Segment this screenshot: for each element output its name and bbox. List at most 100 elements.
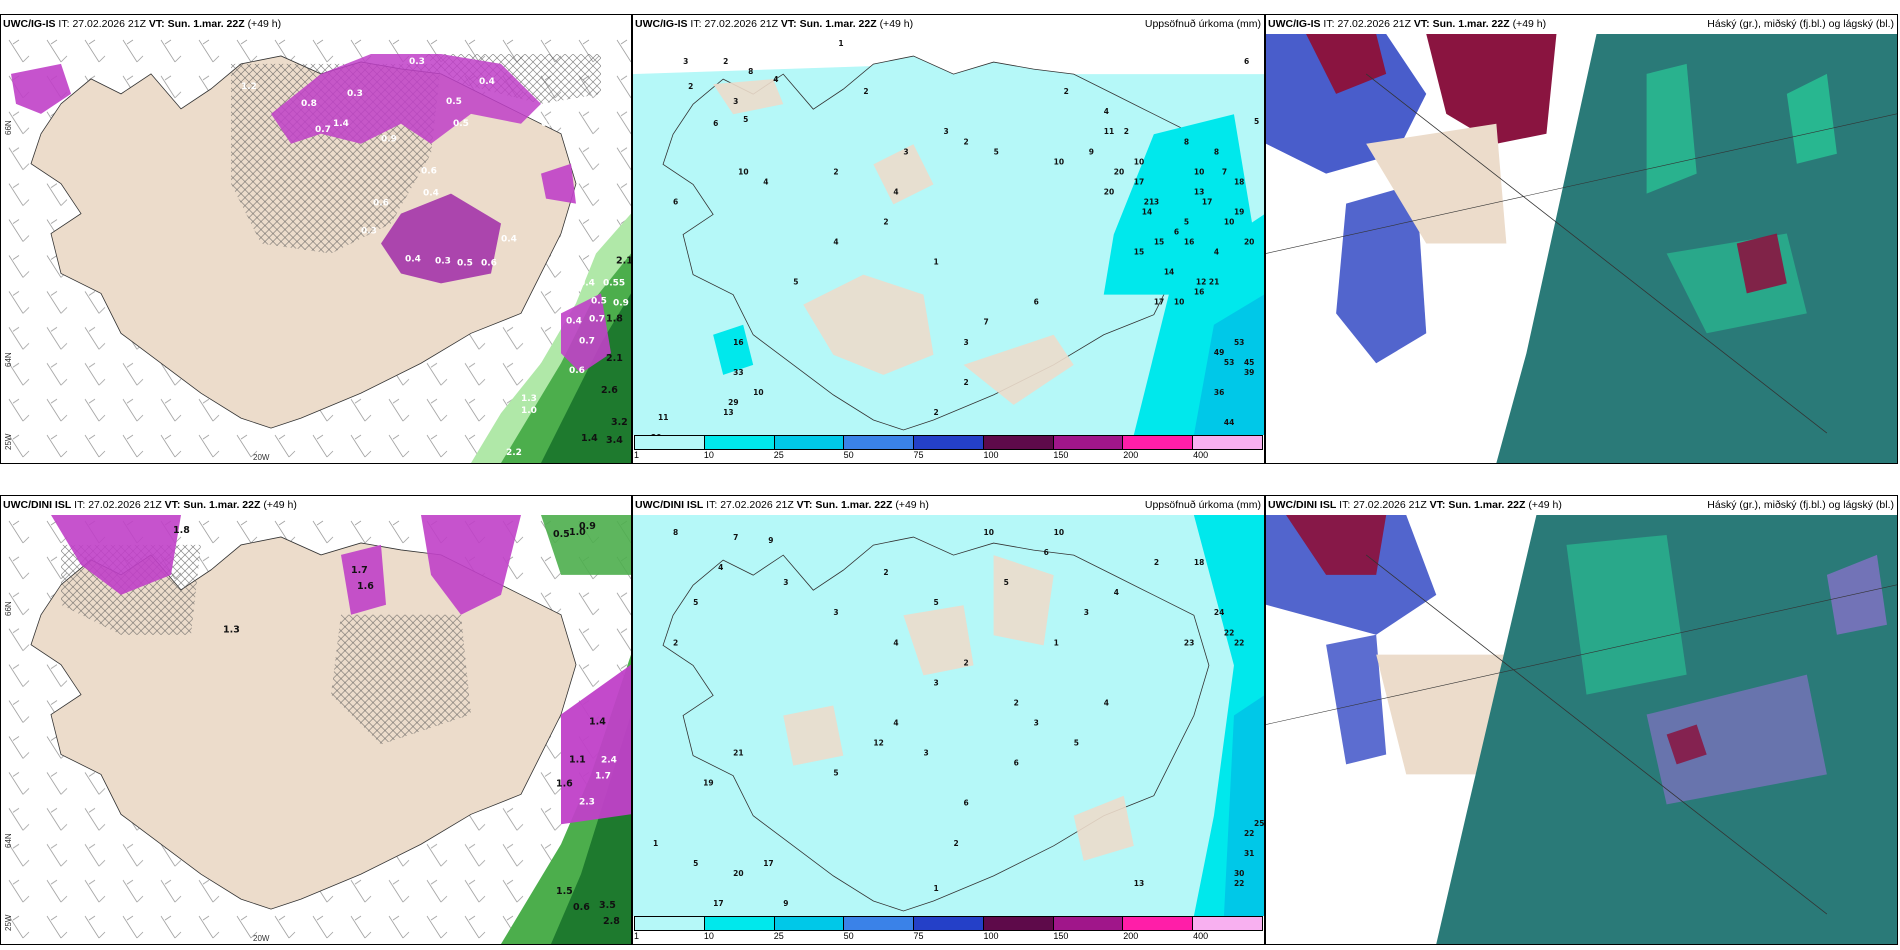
map-area: 8 9 7 4 5 3 2 1 10 6 5 5 2 3 4 3 2 2 1 3 4 2 3 5 4 6 10 18 23 24 22 22 2…: [633, 515, 1264, 916]
precip-value: 8: [1214, 147, 1219, 156]
precip-value: 3: [1034, 719, 1039, 728]
precip-value: 21: [1144, 197, 1154, 206]
precip-value: 6: [1044, 548, 1049, 557]
precip-value: 19: [703, 779, 713, 788]
svg-text:1.1: 1.1: [569, 754, 586, 765]
svg-text:0.4: 0.4: [423, 189, 439, 199]
valid-time: Sun. 1.mar. 22Z: [1448, 499, 1526, 511]
precip-value: 2: [1124, 127, 1129, 136]
lead-time: (+49 h): [247, 18, 282, 30]
svg-text:0.6: 0.6: [541, 119, 557, 129]
svg-text:0.3: 0.3: [435, 256, 451, 266]
svg-text:0.4: 0.4: [405, 254, 421, 264]
precip-value: 21: [733, 749, 743, 758]
svg-text:2.3: 2.3: [579, 797, 595, 807]
precip-value: 11: [658, 413, 668, 422]
precip-value: 22: [1244, 829, 1254, 838]
cb-box: [914, 436, 984, 449]
cb-box: [774, 436, 845, 449]
it-label: IT:: [1323, 18, 1335, 30]
precip-values: 8974532110655234322134235461018232422222…: [653, 528, 1264, 908]
svg-text:0.6: 0.6: [421, 167, 437, 177]
precip-value: 17: [1202, 197, 1212, 206]
model-name: UWC/IG-IS: [3, 18, 56, 30]
vt-label: VT:: [780, 18, 797, 30]
precip-value: 3: [933, 678, 938, 687]
precip-value: 2: [883, 217, 888, 226]
field-title: Háský (gr.), miðský (fj.bl.) og lágský (…: [1707, 18, 1894, 30]
lat-label-south: 64N: [4, 833, 13, 848]
precip-value: 4: [833, 238, 838, 247]
precip-value: 2: [833, 167, 838, 176]
cb-box: [704, 917, 775, 930]
init-time: 27.02.2026 21Z: [720, 499, 794, 511]
precip-value: 3: [923, 749, 928, 758]
init-time: 27.02.2026 21Z: [1337, 18, 1411, 30]
lead-time: (+49 h): [895, 499, 929, 511]
colorbar-labels: 1 10 25 50 75 100 150 200 400: [634, 450, 1263, 462]
panel-header: UWC/DINI ISL IT: 27.02.2026 21Z VT: Sun.…: [633, 496, 1264, 515]
precip-value: 5: [1074, 739, 1079, 748]
precip-value: 31: [1244, 849, 1254, 858]
precip-value: 5: [693, 598, 698, 607]
svg-text:2.1: 2.1: [616, 255, 631, 266]
svg-text:0.5: 0.5: [453, 119, 469, 129]
precip-value: 5: [933, 598, 938, 607]
precip-value: 2: [1014, 698, 1019, 707]
precip-value: 5: [994, 147, 999, 156]
lon-label-left: 25W: [4, 914, 13, 931]
vt-label: VT:: [1413, 18, 1430, 30]
init-time: 27.02.2026 21Z: [704, 18, 778, 30]
svg-text:0.9: 0.9: [613, 298, 629, 308]
precip-value: 5: [1004, 578, 1009, 587]
colorbar-label: 100: [983, 931, 999, 941]
svg-text:2.2: 2.2: [506, 448, 522, 458]
svg-text:0.4: 0.4: [579, 278, 595, 288]
precip-value: 3: [1084, 608, 1089, 617]
colorbar-labels: 1 10 25 50 75 100 150 200 400: [634, 931, 1263, 943]
svg-text:0.7: 0.7: [579, 336, 595, 346]
precip-value: 7: [1222, 167, 1227, 176]
precip-value: 2: [954, 839, 959, 848]
it-label: IT:: [74, 499, 86, 511]
precip-value: 25: [1254, 819, 1264, 828]
svg-text:0.7: 0.7: [315, 125, 331, 135]
cb-box: [1123, 917, 1194, 930]
cb-box: [774, 917, 845, 930]
colorbar-label: 150: [1053, 931, 1069, 941]
precip-value: 6: [964, 799, 969, 808]
precip-value: 3: [783, 578, 788, 587]
panel-header: UWC/DINI ISL IT: 27.02.2026 21Z VT: Sun.…: [1, 496, 631, 515]
panel-dini-fronts: UWC/DINI ISL IT: 27.02.2026 21Z VT: Sun.…: [0, 495, 632, 945]
colorbar-label: 200: [1123, 931, 1139, 941]
valid-time: Sun. 1.mar. 22Z: [183, 499, 261, 511]
lat-label-north: 66N: [4, 601, 13, 616]
colorbar-label: 100: [983, 450, 999, 460]
lon-label-left: 25W: [4, 433, 13, 450]
cb-box: [1053, 436, 1124, 449]
svg-text:2.1: 2.1: [606, 353, 623, 364]
precip-value: 53: [1224, 358, 1234, 367]
precip-value: 2: [933, 408, 938, 417]
colorbar-label: 200: [1123, 450, 1139, 460]
svg-text:1.0: 1.0: [569, 527, 586, 538]
precip-value: 2: [673, 638, 678, 647]
precip-value: 17: [1134, 177, 1144, 186]
precip-value: 4: [893, 638, 898, 647]
svg-text:1.7: 1.7: [595, 771, 611, 781]
colorbar-boxes: [634, 435, 1263, 450]
precip-value: 2: [964, 658, 969, 667]
precip-value: 12: [873, 739, 883, 748]
precip-value: 4: [1104, 698, 1109, 707]
precip-value: 8: [1184, 137, 1189, 146]
panel-header: UWC/IG-IS IT: 27.02.2026 21Z VT: Sun. 1.…: [633, 15, 1264, 34]
colorbar-label: 1: [634, 450, 640, 460]
precip-value: 3: [964, 338, 969, 347]
svg-text:1.4: 1.4: [333, 119, 349, 129]
svg-text:1.5: 1.5: [556, 886, 573, 897]
valid-time: Sun. 1.mar. 22Z: [815, 499, 893, 511]
lat-label-south: 64N: [4, 352, 13, 367]
precip-value: 36: [1214, 388, 1224, 397]
precip-value: 5: [1184, 217, 1189, 226]
precip-value: 16: [1184, 238, 1194, 247]
